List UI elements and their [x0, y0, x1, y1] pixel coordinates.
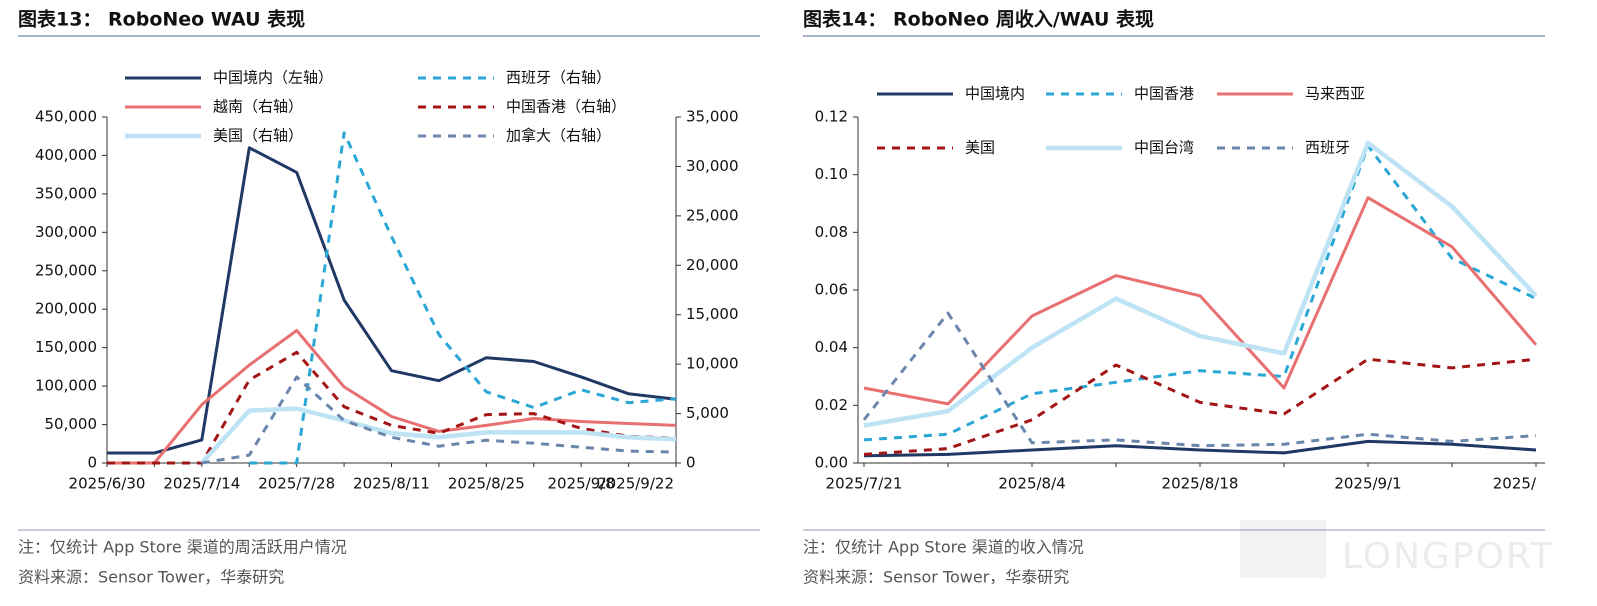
- y2-tick-label: 20,000: [686, 256, 739, 274]
- legend-label: 越南（右轴）: [213, 98, 303, 116]
- legend-label: 中国境内（左轴）: [213, 69, 333, 87]
- source: 资料来源：Sensor Tower，华泰研究: [803, 568, 1069, 587]
- series-line: [863, 357, 1537, 456]
- series-line: [201, 375, 677, 465]
- x-tick-label: 2025/7/21: [826, 475, 903, 493]
- series-line: [862, 311, 1537, 448]
- y-tick-label: 0: [87, 454, 97, 472]
- x-tick-label: 2025/7/28: [258, 475, 335, 493]
- series-line: [200, 406, 677, 465]
- y-tick-label: 400,000: [35, 146, 97, 164]
- watermark: LONGPORT: [1342, 536, 1554, 577]
- note: 注：仅统计 App Store 渠道的周活跃用户情况: [18, 538, 347, 557]
- series-line: [107, 146, 677, 455]
- series-line: [249, 131, 677, 465]
- legend-label: 马来西亚: [1305, 85, 1365, 103]
- legend-label: 加拿大（右轴）: [506, 127, 611, 145]
- y-tick-label: 0.10: [815, 165, 848, 183]
- x-tick-label: 2025/8/25: [448, 475, 525, 493]
- x-tick-label: 2025/8/4: [998, 475, 1065, 493]
- x-tick-label: 2025/8/11: [353, 475, 430, 493]
- y-tick-label: 250,000: [35, 261, 97, 279]
- note: 注：仅统计 App Store 渠道的收入情况: [803, 538, 1084, 557]
- x-tick-label: 2025/8/18: [1162, 475, 1239, 493]
- y2-tick-label: 0: [686, 454, 696, 472]
- y2-tick-label: 30,000: [686, 157, 739, 175]
- legend-label: 西班牙: [1305, 139, 1350, 157]
- y-tick-label: 0.06: [815, 281, 848, 299]
- series-line: [863, 144, 1537, 442]
- y-tick-label: 100,000: [35, 377, 97, 395]
- series-line: [863, 439, 1537, 458]
- x-tick-label: 2025/7/14: [163, 475, 240, 493]
- x-tick-label: 2025/: [1493, 475, 1537, 493]
- y2-tick-label: 35,000: [686, 108, 739, 126]
- y-tick-label: 50,000: [45, 415, 98, 433]
- y-tick-label: 200,000: [35, 300, 97, 318]
- series-line: [107, 329, 677, 465]
- y-tick-label: 0.08: [815, 223, 848, 241]
- y2-tick-label: 10,000: [686, 355, 739, 373]
- y2-tick-label: 15,000: [686, 305, 739, 323]
- legend-label: 美国（右轴）: [213, 127, 303, 145]
- legend-label: 中国境内: [965, 85, 1025, 103]
- y-tick-label: 0.02: [815, 396, 848, 414]
- legend-label: 西班牙（右轴）: [506, 69, 611, 87]
- y-tick-label: 300,000: [35, 223, 97, 241]
- y2-tick-label: 5,000: [686, 404, 729, 422]
- y2-tick-label: 25,000: [686, 206, 739, 224]
- legend-label: 中国香港: [1134, 85, 1194, 103]
- y-tick-label: 0.12: [815, 108, 848, 126]
- x-tick-label: 2025/6/30: [69, 475, 146, 493]
- y-tick-label: 0.00: [815, 454, 848, 472]
- y-tick-label: 350,000: [35, 184, 97, 202]
- y-tick-label: 450,000: [35, 108, 97, 126]
- x-tick-label: 2025/9/1: [1334, 475, 1401, 493]
- watermark-logo: [1240, 520, 1326, 578]
- series-line: [863, 140, 1538, 428]
- legend-label: 中国台湾: [1134, 139, 1194, 157]
- legend-label: 中国香港（右轴）: [506, 98, 626, 116]
- y-tick-label: 0.04: [815, 338, 848, 356]
- chart-title: 图表14： RoboNeo 周收入/WAU 表现: [803, 8, 1154, 31]
- x-tick-label: 2025/9/22: [597, 475, 674, 493]
- x-tick-label: 2025/9/8: [547, 475, 614, 493]
- y-tick-label: 150,000: [35, 338, 97, 356]
- source: 资料来源：Sensor Tower，华泰研究: [18, 568, 284, 587]
- legend-label: 美国: [965, 139, 995, 157]
- chart-title: 图表13： RoboNeo WAU 表现: [18, 8, 305, 31]
- series-line: [863, 196, 1538, 406]
